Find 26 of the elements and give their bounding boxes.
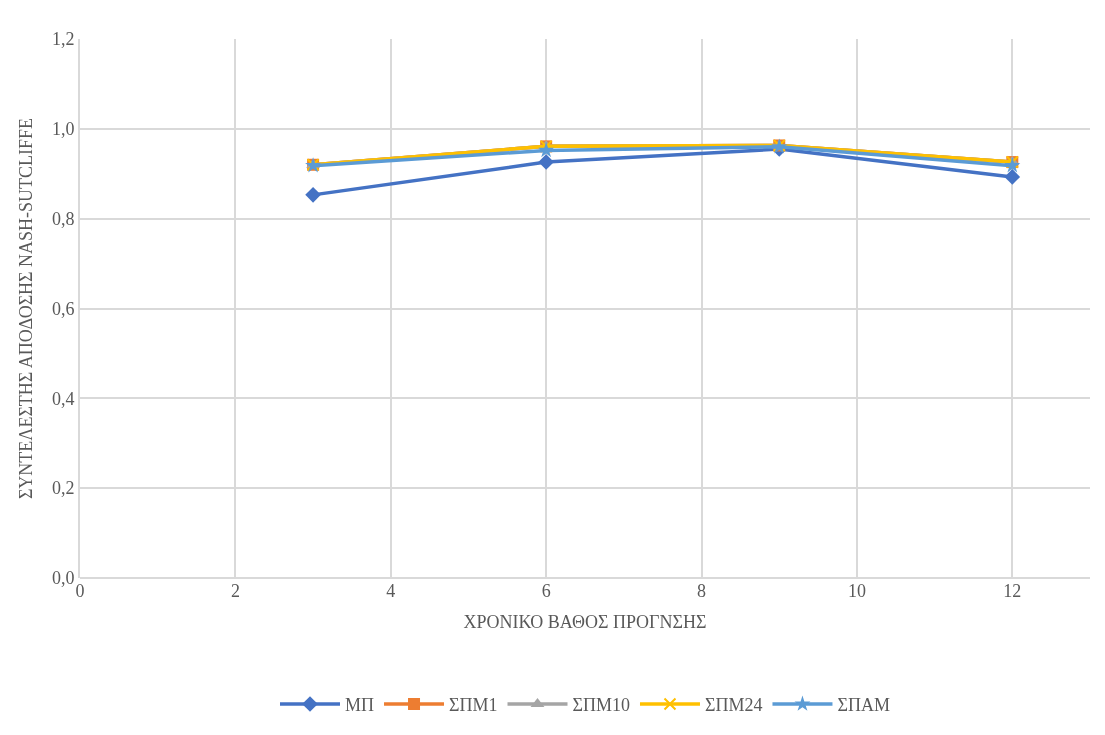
legend-label: ΣΠΜ1: [449, 695, 498, 716]
y-tick-label: 0,4: [51, 388, 75, 409]
y-tick-label: 0,8: [51, 208, 75, 229]
x-tick-label: 4: [386, 581, 396, 601]
x-tick-label: 12: [1003, 581, 1022, 601]
point: [1004, 157, 1021, 173]
y-axis-title: ΣΥΝΤΕΛΕΣΤΗΣ ΑΠΟΔΟΣΗΣ NASH-SUTCLIFFE: [15, 117, 36, 500]
legend-label: ΣΠΜ24: [704, 695, 763, 716]
y-tick-label: 0,0: [51, 568, 75, 589]
y-tick-label: 1,2: [51, 29, 75, 50]
y-tick-label: 0,6: [51, 298, 75, 319]
legend-label: ΣΠΜ10: [572, 695, 630, 716]
point: [538, 141, 555, 158]
x-tick-label: 2: [230, 581, 240, 601]
point: [538, 154, 554, 170]
x-tick-label: 10: [847, 581, 866, 601]
point: [1004, 169, 1021, 185]
x-tick-label: 0: [75, 581, 85, 601]
legend-label: ΜΠ: [345, 695, 375, 716]
point: [305, 187, 321, 203]
y-tick-label: 0,2: [51, 478, 75, 499]
legend-label: ΣΠΑΜ: [837, 695, 890, 716]
x-tick-label: 8: [697, 581, 707, 601]
y-tick-label: 1,0: [51, 119, 75, 140]
x-axis-title: ΧΡΟΝΙΚΟ ΒΑΘΟΣ ΠΡΟΓΝΣΗΣ: [463, 612, 707, 633]
x-tick-label: 6: [541, 581, 551, 601]
